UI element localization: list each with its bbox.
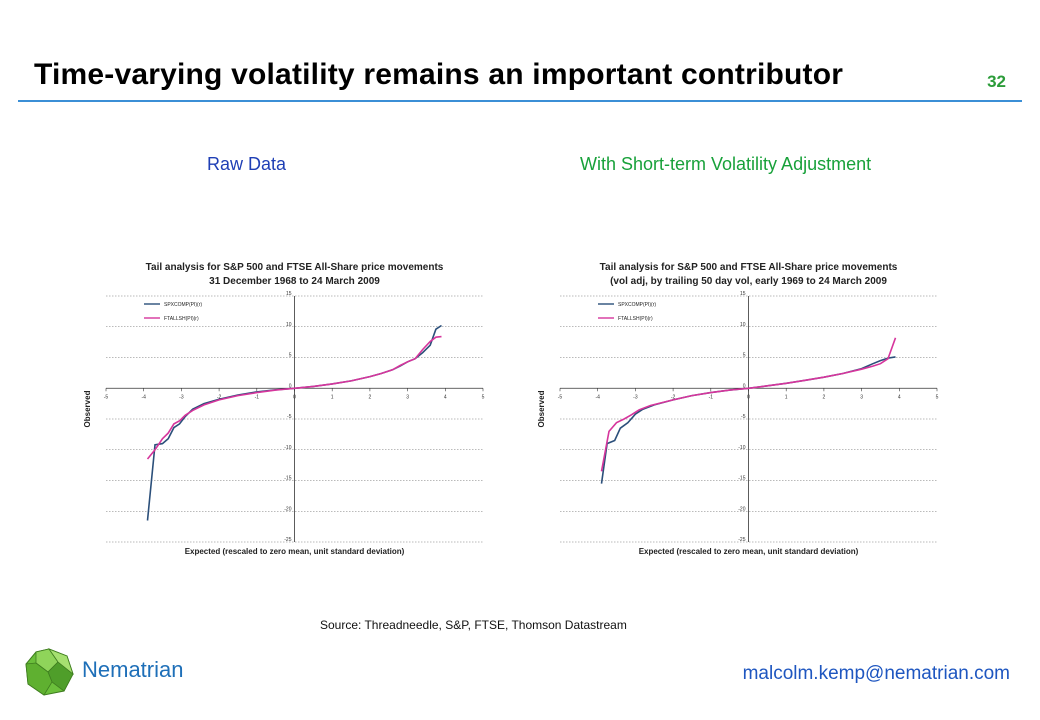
chart-title: Tail analysis for S&P 500 and FTSE All-S…	[600, 262, 898, 273]
x-tick-label: 2	[823, 394, 826, 400]
nematrian-logo-icon	[25, 648, 74, 696]
x-axis-label: Expected (rescaled to zero mean, unit st…	[185, 547, 405, 556]
legend-label: SPXCOMP(PI)(r)	[618, 302, 656, 308]
contact-email[interactable]: malcolm.kemp@nematrian.com	[742, 663, 1010, 684]
x-tick-label: -5	[104, 394, 109, 400]
x-tick-label: 5	[936, 394, 939, 400]
y-tick-label: -10	[738, 445, 745, 451]
slide-title: Time-varying volatility remains an impor…	[34, 58, 844, 91]
x-tick-label: 1	[331, 394, 334, 400]
y-tick-label: -25	[284, 537, 291, 543]
y-tick-label: -15	[284, 476, 291, 482]
x-tick-label: 2	[369, 394, 372, 400]
x-tick-label: 0	[747, 394, 750, 400]
series-line-ftse	[146, 335, 442, 460]
brand-name: Nematrian	[82, 657, 184, 682]
x-tick-label: -2	[217, 394, 222, 400]
chart-title: Tail analysis for S&P 500 and FTSE All-S…	[146, 262, 444, 273]
x-tick-label: 3	[406, 394, 409, 400]
y-tick-label: -20	[738, 506, 745, 512]
x-tick-label: 3	[860, 394, 863, 400]
chart-subtitle: (vol adj, by trailing 50 day vol, early …	[610, 276, 887, 287]
y-tick-label: -25	[738, 537, 745, 543]
raw-data-heading: Raw Data	[207, 154, 287, 174]
y-tick-label: -10	[284, 445, 291, 451]
y-tick-label: -5	[741, 414, 746, 420]
raw-data-chart: Tail analysis for S&P 500 and FTSE All-S…	[83, 262, 485, 556]
x-tick-label: -1	[255, 394, 260, 400]
source-note: Source: Threadneedle, S&P, FTSE, Thomson…	[320, 618, 627, 632]
title-divider	[18, 100, 1022, 102]
x-tick-label: 4	[444, 394, 447, 400]
x-axis-label: Expected (rescaled to zero mean, unit st…	[639, 547, 859, 556]
y-tick-label: 10	[286, 322, 292, 328]
legend-label: FTALLSH(PI)(r)	[618, 316, 653, 322]
series-line-ftse	[600, 337, 897, 472]
x-tick-label: 1	[785, 394, 788, 400]
y-tick-label: 15	[286, 291, 292, 297]
y-tick-label: 15	[740, 291, 746, 297]
x-tick-label: -5	[558, 394, 563, 400]
y-tick-label: 0	[289, 383, 292, 389]
x-tick-label: -4	[141, 394, 146, 400]
y-tick-label: -20	[284, 506, 291, 512]
legend-label: SPXCOMP(PI)(r)	[164, 302, 202, 308]
y-axis-label: Observed	[537, 390, 546, 427]
y-axis-label: Observed	[83, 390, 92, 427]
y-tick-label: -15	[738, 476, 745, 482]
chart-subtitle: 31 December 1968 to 24 March 2009	[209, 276, 380, 287]
y-tick-label: 5	[289, 353, 292, 359]
x-tick-label: 0	[293, 394, 296, 400]
adjusted-heading: With Short-term Volatility Adjustment	[580, 154, 872, 174]
y-tick-label: 10	[740, 322, 746, 328]
y-tick-label: -5	[287, 414, 292, 420]
x-tick-label: 5	[482, 394, 485, 400]
y-tick-label: 5	[743, 353, 746, 359]
x-tick-label: -1	[709, 394, 714, 400]
vol-adjusted-chart: Tail analysis for S&P 500 and FTSE All-S…	[537, 262, 939, 556]
x-tick-label: -2	[671, 394, 676, 400]
x-tick-label: -3	[633, 394, 638, 400]
x-tick-label: 4	[898, 394, 901, 400]
legend-label: FTALLSH(PI)(r)	[164, 316, 199, 322]
y-tick-label: 0	[743, 383, 746, 389]
x-tick-label: -3	[179, 394, 184, 400]
x-tick-label: -4	[595, 394, 600, 400]
page-number: 32	[987, 72, 1006, 91]
